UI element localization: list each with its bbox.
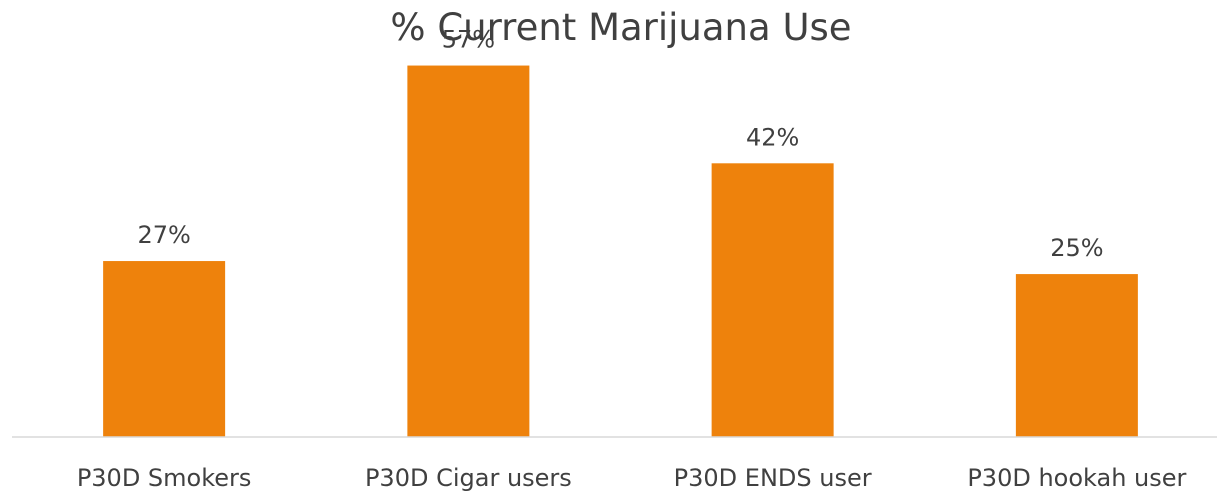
x-tick-labels-layer: P30D Smokers P30D Cigar users P30D ENDS us… — [77, 464, 1187, 492]
data-label-p30d-ends-user: 42% — [746, 123, 799, 151]
bar-p30d-smokers — [103, 261, 226, 437]
data-label-p30d-hookah-user: 25% — [1050, 234, 1103, 262]
data-label-p30d-cigar-users: 57% — [442, 26, 495, 54]
data-labels-layer: 27% 57% 42% 25% — [137, 26, 1103, 263]
data-label-p30d-smokers: 27% — [137, 221, 190, 249]
bars-layer — [103, 65, 1138, 438]
bar-p30d-ends-user — [711, 163, 834, 438]
bar-p30d-hookah-user — [1015, 274, 1138, 437]
x-tick-label-p30d-smokers: P30D Smokers — [77, 464, 252, 492]
x-tick-label-p30d-hookah-user: P30D hookah user — [967, 464, 1186, 492]
x-tick-label-p30d-ends-user: P30D ENDS user — [674, 464, 872, 492]
bar-p30d-cigar-users — [407, 65, 530, 438]
x-tick-label-p30d-cigar-users: P30D Cigar users — [365, 464, 572, 492]
chart-title: % Current Marijuana Use — [390, 6, 851, 49]
